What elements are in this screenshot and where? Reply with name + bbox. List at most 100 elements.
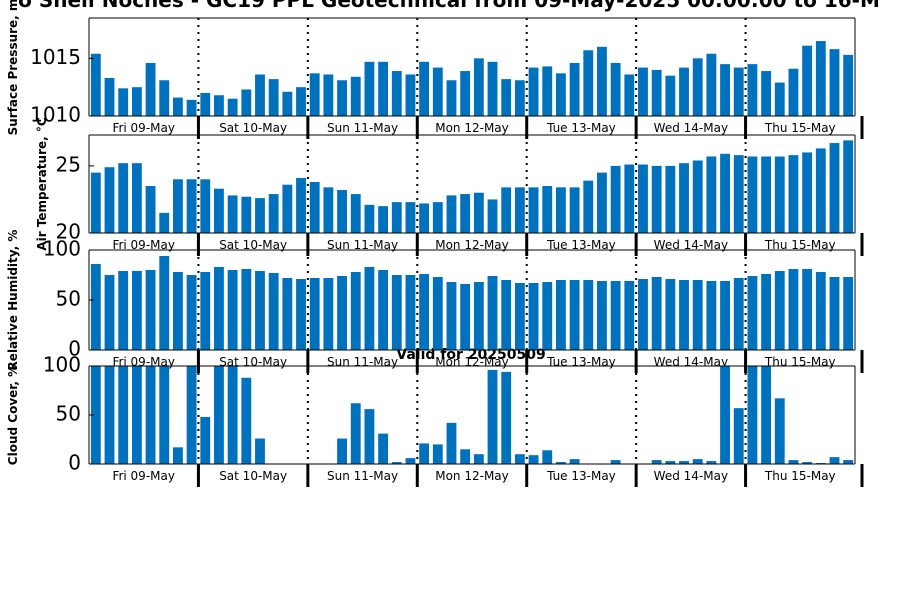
bar [200, 272, 211, 350]
bar [473, 192, 484, 233]
bar [774, 398, 785, 464]
bar [569, 459, 580, 464]
x-tick-label: Thu 15-May [764, 238, 836, 252]
bar [610, 62, 621, 116]
bar [241, 377, 252, 464]
bar [446, 282, 457, 350]
bar [432, 202, 443, 233]
bar [597, 281, 607, 350]
x-tick-label: Thu 15-May [764, 355, 836, 369]
x-tick-label: Tue 13-May [546, 238, 616, 252]
bar [815, 41, 826, 117]
bar [145, 62, 156, 116]
bar [487, 199, 498, 233]
bar [665, 279, 676, 350]
bar [255, 198, 265, 233]
bar [159, 256, 170, 350]
x-tick-label: Mon 12-May [435, 355, 509, 369]
bar [378, 206, 389, 233]
bar [309, 278, 320, 350]
bar [487, 276, 498, 350]
bar [665, 75, 676, 116]
bar [419, 274, 430, 350]
bar [802, 462, 813, 464]
bar [159, 80, 170, 116]
bar [651, 165, 662, 233]
bar [747, 156, 758, 233]
bar [419, 61, 430, 116]
bar [706, 156, 717, 233]
bar [432, 444, 443, 464]
x-tick-label: Wed 14-May [654, 355, 728, 369]
bar [200, 179, 211, 233]
bar [364, 267, 375, 350]
bar [118, 271, 129, 350]
bar [131, 87, 142, 116]
bar [733, 278, 744, 350]
bar [364, 409, 375, 464]
bar [720, 64, 730, 116]
bar [405, 74, 416, 116]
bar [774, 156, 785, 233]
bar [186, 179, 197, 233]
x-tick-label: Tue 13-May [546, 355, 616, 369]
bar [733, 155, 744, 233]
bar [555, 187, 566, 233]
bar [323, 187, 334, 233]
y-tick-label: 100 [43, 353, 81, 377]
bar [172, 447, 183, 464]
bar [460, 71, 471, 116]
bar [692, 58, 703, 116]
bar [145, 366, 156, 464]
bar [788, 460, 799, 464]
x-tick-label: Sun 11-May [327, 355, 398, 369]
bar [733, 408, 744, 464]
bar [610, 165, 621, 233]
bar [172, 97, 183, 116]
bar [323, 278, 334, 350]
bar [761, 366, 772, 464]
bar [829, 143, 840, 233]
bar [692, 160, 703, 233]
bar [651, 69, 662, 116]
bar [268, 194, 279, 233]
bar [624, 164, 635, 233]
bar [118, 163, 129, 233]
bar [473, 58, 484, 116]
bar [186, 99, 197, 116]
bar [802, 152, 813, 233]
panel-1: 1010 1015 Surface Pressure, m Fri 09-May Sat… [6, 0, 864, 139]
y-tick-label: 20 [56, 220, 81, 244]
bar [241, 89, 252, 116]
panels-group: 1010 1015 Surface Pressure, m Fri 09-May Sat… [6, 0, 864, 487]
bar [186, 275, 197, 350]
bar [159, 212, 170, 233]
y-tick-label: 25 [56, 152, 81, 176]
bar [802, 269, 813, 350]
bar [665, 461, 676, 464]
bar [473, 282, 484, 350]
bar [255, 74, 265, 116]
bar [90, 53, 101, 116]
bar [733, 67, 744, 116]
x-tick-label: Wed 14-May [654, 469, 728, 483]
bar [514, 80, 525, 116]
bar [501, 187, 512, 233]
bar [419, 203, 430, 233]
bar [788, 155, 799, 233]
bar [90, 172, 101, 233]
bar [583, 280, 594, 350]
bar [514, 283, 525, 350]
y-tick-label: 50 [56, 402, 81, 426]
bar [432, 67, 443, 116]
bar [802, 45, 813, 116]
x-tick-label: Sun 11-May [327, 238, 398, 252]
bar [391, 275, 402, 350]
bar [378, 61, 389, 116]
bar [542, 450, 553, 464]
bar [131, 271, 142, 350]
bar [118, 366, 129, 464]
chart-title: o Shell Noches - GC19 PPL Geotechnical f… [18, 0, 880, 12]
bar [200, 416, 211, 464]
